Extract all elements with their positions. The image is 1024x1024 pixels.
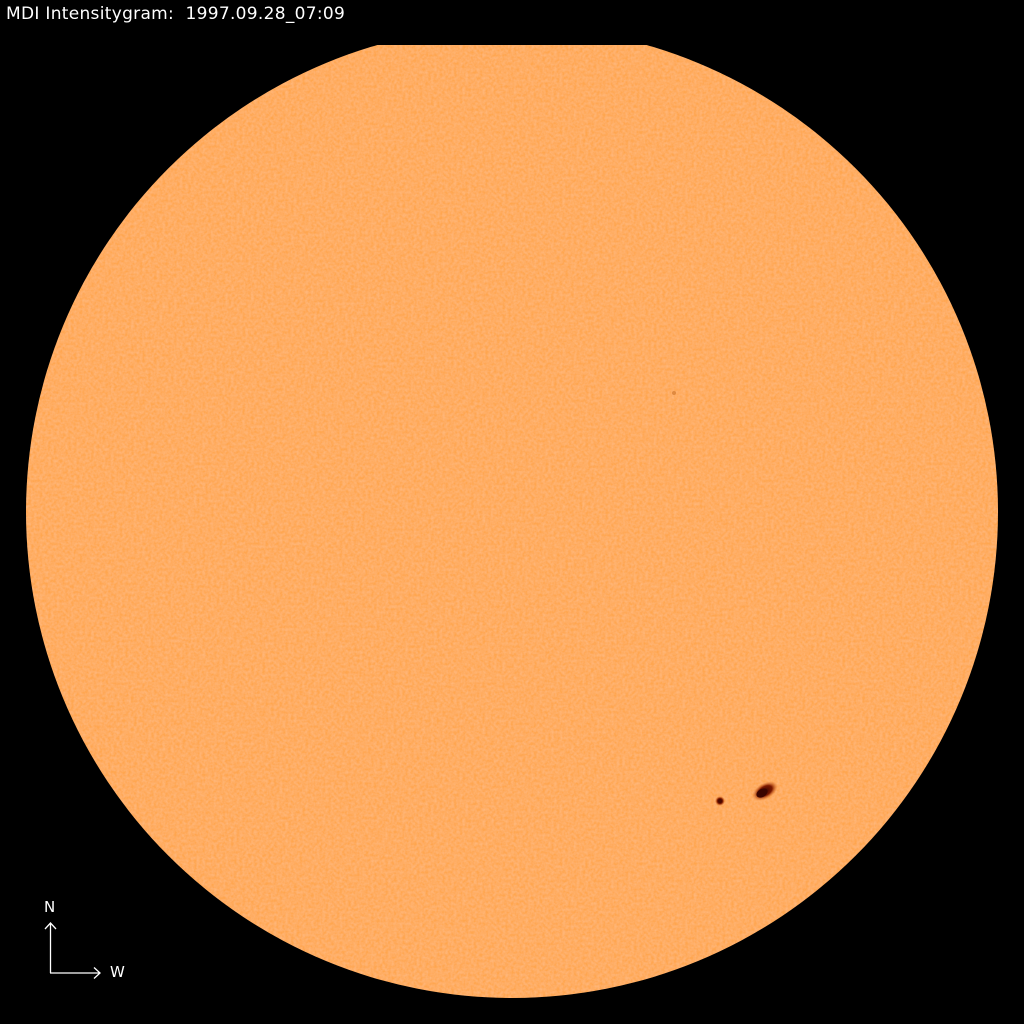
observation-timestamp: 1997.09.28_07:09 (185, 4, 346, 24)
west-label: W (110, 963, 125, 981)
sunspot-large-umbra (756, 788, 768, 798)
image-title: MDI Intensitygram: 1997.09.28_07:09 (6, 4, 345, 24)
compass-arrows (44, 922, 101, 979)
north-arrow-icon (44, 922, 57, 973)
sunspot-faint (672, 391, 676, 395)
sunspot-small-umbra (718, 799, 722, 803)
north-label: N (44, 898, 56, 916)
photosphere (26, 45, 998, 998)
instrument-label: MDI Intensitygram: (6, 4, 175, 24)
west-arrow-icon (50, 967, 101, 979)
